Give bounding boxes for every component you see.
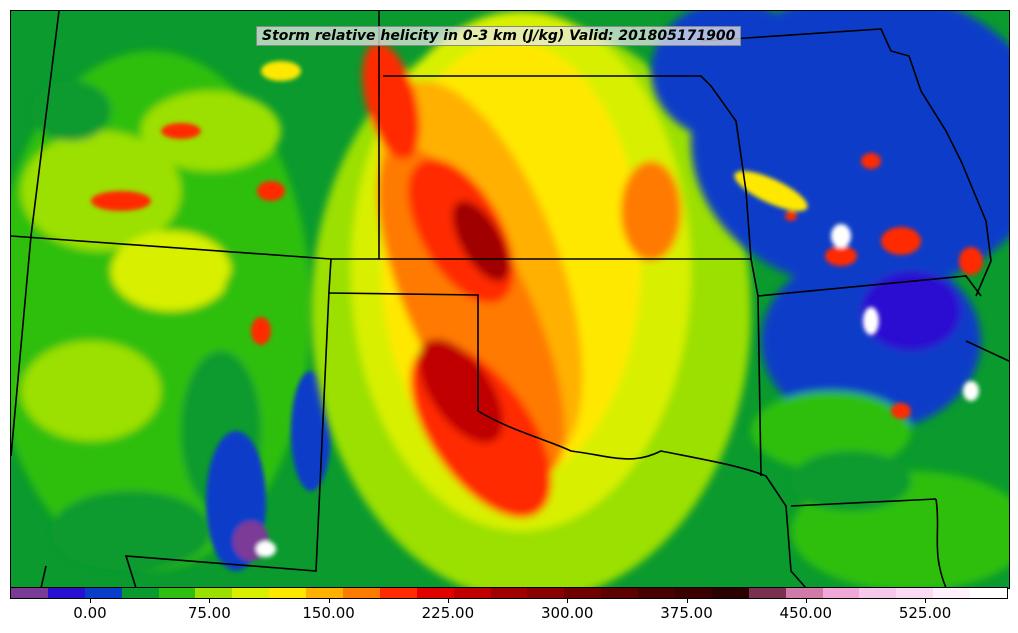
colorbar-swatch [564, 588, 602, 598]
colorbar-tick-mark [925, 599, 927, 603]
field-east-cells [734, 153, 983, 419]
colorbar-swatch [896, 588, 934, 598]
colorbar-swatch [232, 588, 270, 598]
colorbar-tick-mark [686, 599, 688, 603]
colorbar-tick-label: 225.00 [421, 604, 475, 622]
colorbar-swatch [638, 588, 676, 598]
colorbar-swatch [379, 588, 417, 598]
colorbar-tick-mark [805, 599, 807, 603]
colorbar-tick-mark [209, 599, 211, 603]
colorbar-swatch [47, 588, 85, 598]
map-field [11, 11, 1009, 588]
colorbar-swatch [527, 588, 565, 598]
colorbar-tick-label: 525.00 [898, 604, 952, 622]
colorbar-swatch [269, 588, 307, 598]
colorbar-swatch [453, 588, 491, 598]
colorbar-tick-mark [328, 599, 330, 603]
colorbar-swatch [933, 588, 971, 598]
colorbar-tick-label: 0.00 [73, 604, 107, 622]
field-southwest-blue [206, 371, 331, 571]
colorbar-swatch [748, 588, 786, 598]
colorbar-swatch [970, 588, 1008, 598]
colorbar-swatch [601, 588, 639, 598]
colorbar-tick-mark [567, 599, 569, 603]
colorbar-swatch [84, 588, 122, 598]
colorbar-swatch [343, 588, 380, 598]
state-boundaries [11, 11, 1009, 588]
colorbar-tick-mark [90, 599, 91, 603]
colorbar-tick-label: 75.00 [187, 604, 231, 622]
colorbar-swatch [490, 588, 528, 598]
colorbar-tick-label: 450.00 [779, 604, 833, 622]
colorbar-tick-mark [447, 599, 449, 603]
map-title: Storm relative helicity in 0-3 km (J/kg)… [256, 26, 742, 46]
colorbar-swatch [785, 588, 823, 598]
helicity-map: Storm relative helicity in 0-3 km (J/kg)… [10, 10, 1010, 589]
colorbar [10, 587, 1008, 599]
colorbar-swatch [675, 588, 712, 598]
colorbar-swatch [822, 588, 860, 598]
colorbar-ticks: 0.00 75.00 150.00 225.00 300.00 375.00 450.00 5… [10, 599, 1008, 633]
field-central [311, 11, 751, 588]
field-east [651, 11, 1009, 588]
colorbar-swatch [416, 588, 454, 598]
colorbar-swatch [711, 588, 749, 598]
colorbar-swatch [306, 588, 344, 598]
colorbar-tick-label: 150.00 [302, 604, 355, 622]
colorbar-swatch [121, 588, 159, 598]
colorbar-swatch [11, 588, 48, 598]
colorbar-swatch [195, 588, 233, 598]
colorbar-tick-label: 300.00 [540, 604, 594, 622]
colorbar-swatch [859, 588, 897, 598]
colorbar-swatch [158, 588, 196, 598]
colorbar-tick-label: 375.00 [660, 604, 713, 622]
